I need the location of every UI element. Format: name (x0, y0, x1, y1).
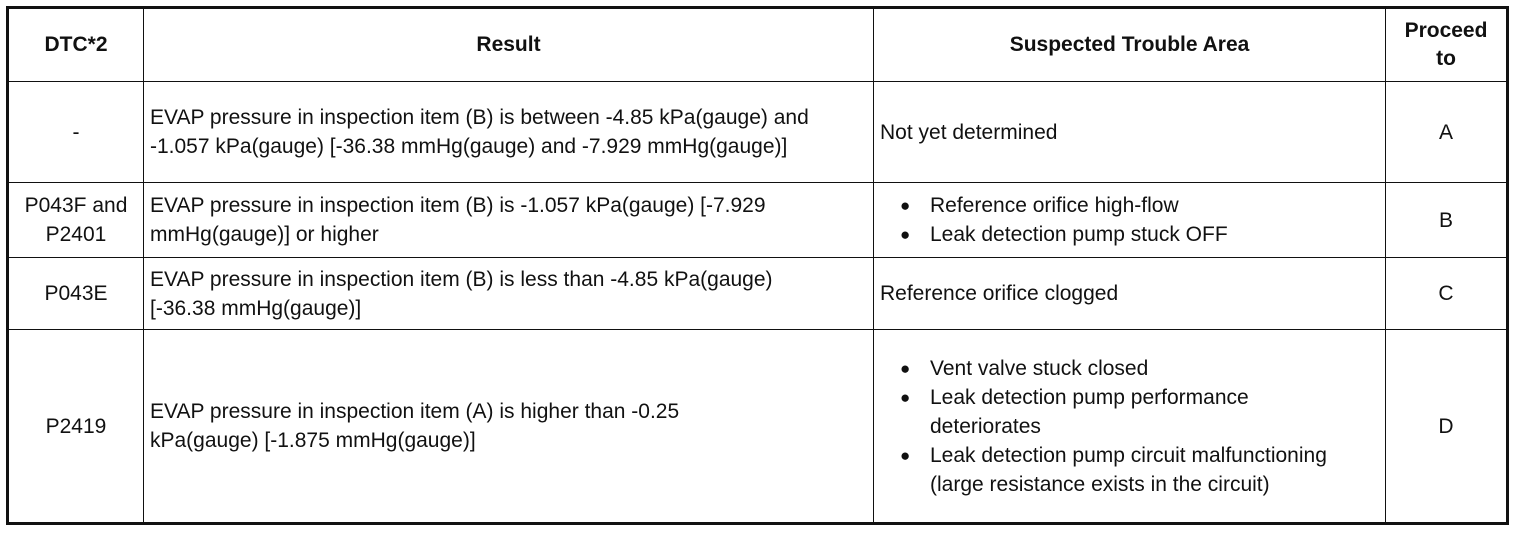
proceed: B (1385, 182, 1508, 258)
header-row: DTC*2 Result Suspected Trouble Area Proc… (7, 7, 1508, 82)
proceed: D (1385, 329, 1508, 524)
header-cell: Result (143, 7, 874, 82)
row: P043E EVAP pressure in inspection item (… (7, 257, 1508, 330)
row: - EVAP pressure in inspection item (B) i… (7, 81, 1508, 183)
header-cell: Proceed to (1385, 7, 1508, 82)
result: EVAP pressure in inspection item (B) is … (143, 257, 874, 330)
dtc: P043E (7, 257, 144, 330)
dtc-table: DTC*2 Result Suspected Trouble Area Proc… (6, 6, 1509, 525)
header-cell: DTC*2 (7, 7, 144, 82)
trouble-item: Vent valve stuck closed (900, 354, 1365, 383)
dtc: P2419 (7, 329, 144, 524)
trouble-item: Leak detection pump stuck OFF (900, 220, 1379, 249)
result: EVAP pressure in inspection item (B) is … (143, 81, 874, 183)
trouble-area: Reference orifice high-flow Leak detecti… (873, 182, 1386, 258)
trouble-item: Leak detection pump performance deterior… (900, 383, 1365, 441)
row: P043F and P2401 EVAP pressure in inspect… (7, 182, 1508, 258)
trouble-area: Vent valve stuck closed Leak detection p… (873, 329, 1386, 524)
result: EVAP pressure in inspection item (A) is … (143, 329, 874, 524)
proceed: C (1385, 257, 1508, 330)
trouble-area: Reference orifice clogged (873, 257, 1386, 330)
dtc: P043F and P2401 (7, 182, 144, 258)
row: P2419 EVAP pressure in inspection item (… (7, 329, 1508, 524)
result: EVAP pressure in inspection item (B) is … (143, 182, 874, 258)
trouble-item: Reference orifice high-flow (900, 191, 1379, 220)
proceed: A (1385, 81, 1508, 183)
trouble-area: Not yet determined (873, 81, 1386, 183)
trouble-item: Leak detection pump circuit malfunctioni… (900, 441, 1365, 499)
dtc: - (7, 81, 144, 183)
header-cell: Suspected Trouble Area (873, 7, 1386, 82)
